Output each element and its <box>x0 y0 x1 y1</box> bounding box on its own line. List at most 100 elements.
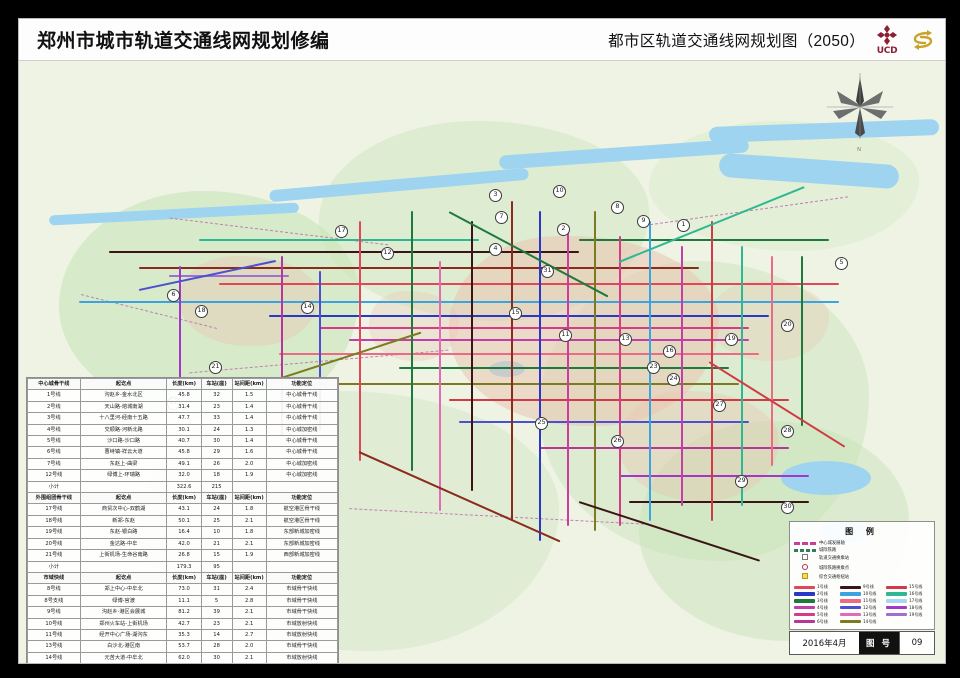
swirl-arrow2-icon <box>914 43 919 50</box>
table-row[interactable]: 12号线 绿博上-环瑞路 32.0 18 1.9 中心城加密线 <box>27 469 339 482</box>
table-row[interactable]: 3号线 十八里河-经南十五路 47.7 33 1.4 中心城骨干线 <box>27 412 339 425</box>
station-marker[interactable]: 12 <box>381 247 394 260</box>
station-marker[interactable]: 6 <box>167 289 180 302</box>
line-color-swatch <box>794 585 815 589</box>
table-cell: 215 <box>200 480 233 494</box>
table-row[interactable]: 10号线 郑州火车站-上街机场 42.7 23 2.1 市域放射快线 <box>27 617 339 630</box>
table-row[interactable]: 21号线 上街机场-生命谷南路 26.8 15 1.9 西部新城加密线 <box>27 549 339 562</box>
table-row[interactable]: 14号线 元苦大道-中牟北 62.0 30 2.1 市域放射快线 <box>27 651 339 663</box>
station-marker[interactable]: 10 <box>553 185 566 198</box>
table-cell: 交顺路-河新北路 <box>79 423 168 437</box>
table-row[interactable]: 6号线 曹峙镇-祥云大道 45.8 29 1.6 中心城骨干线 <box>27 446 339 459</box>
table-row[interactable]: 4号线 交顺路-河新北路 30.1 24 1.3 中心城加密线 <box>27 423 339 437</box>
station-marker[interactable]: 9 <box>637 215 650 228</box>
legend-line-label: 9号线 <box>863 584 874 590</box>
station-marker[interactable]: 17 <box>335 225 348 238</box>
table-row[interactable]: 8号线 郑上中心-中牟北 73.0 31 2.4 市域骨干快线 <box>27 583 339 596</box>
table-cell: 179.3 <box>166 560 202 573</box>
station-marker[interactable]: 11 <box>559 329 572 342</box>
table-row[interactable]: 20号线 金达路-中牟 42.0 21 2.1 东部新城加密线 <box>27 537 339 551</box>
table-cell: 航空港区骨干线 <box>265 514 339 528</box>
station-marker[interactable]: 16 <box>663 345 676 358</box>
table-cell: 31 <box>200 583 233 596</box>
swirl-arrow-icon <box>927 29 932 36</box>
table-header-cell: 站间距(km) <box>231 571 267 585</box>
table-row[interactable]: 13号线 白沙北-港区南 53.7 28 2.0 市域骨干快线 <box>27 640 339 653</box>
station-marker[interactable]: 27 <box>713 399 726 412</box>
table-cell: 95 <box>200 560 233 573</box>
table-cell: 元苦大道-中牟北 <box>79 651 168 663</box>
table-cell: 14 <box>200 628 233 642</box>
line-color-swatch <box>794 599 815 603</box>
table-cell: 中心城骨干线 <box>265 446 339 459</box>
station-marker[interactable]: 5 <box>835 257 848 270</box>
legend-line-column: 15号线 16号线 17号线 18号线 19号线 <box>886 583 930 625</box>
table-cell: 43.1 <box>166 503 202 516</box>
table-row[interactable]: 8号支线 绿博-官渡 11.1 5 2.8 市域骨干快线 <box>27 594 339 608</box>
table-row[interactable]: 19号线 东赵-银白路 16.4 10 1.8 东部新城加密线 <box>27 526 339 539</box>
station-marker[interactable]: 19 <box>725 333 738 346</box>
station-marker[interactable]: 21 <box>209 361 222 374</box>
table-row[interactable]: 1号线 沟赵乡-金水北区 45.8 32 1.5 中心城骨干线 <box>27 389 339 402</box>
table-row[interactable]: 2号线 天山路-熔城南湖 31.4 23 1.4 中心城骨干线 <box>27 400 339 414</box>
map-canvas[interactable]: 17 3 10 2 8 9 1 5 7 4 12 6 18 14 15 11 1… <box>19 61 945 663</box>
station-marker[interactable]: 26 <box>611 435 624 448</box>
station-marker[interactable]: 20 <box>781 319 794 332</box>
station-marker[interactable]: 24 <box>667 373 680 386</box>
line-data-table[interactable]: 中心城骨干线 起讫点 长度(km) 车站(座) 站间距(km) 功能定位 1号线 沟赵乡-金水… <box>26 377 339 663</box>
table-row[interactable]: 5号线 沙口路-沙口路 40.7 30 1.4 中心城骨干线 <box>27 435 339 448</box>
table-row[interactable]: 9号线 沟赵乡-港区会展城 81.2 39 2.1 市域骨干快线 <box>27 606 339 619</box>
table-cell <box>231 480 267 494</box>
table-cell: 30.1 <box>166 423 202 437</box>
station-marker[interactable]: 14 <box>301 301 314 314</box>
legend-line-row: 10号线 <box>840 591 884 597</box>
legend-line-label: 14号线 <box>863 618 877 624</box>
table-cell: 1.8 <box>231 503 267 516</box>
line-color-swatch <box>886 613 907 617</box>
map-sheet: 郑州市城市轨道交通线网规划修编 都市区轨道交通线网规划图（2050） UCD <box>18 18 946 664</box>
station-marker[interactable]: 31 <box>541 265 554 278</box>
table-cell: 西部新城加密线 <box>265 549 339 562</box>
station-marker[interactable]: 1 <box>677 219 690 232</box>
table-header-cell: 起讫点 <box>79 492 168 505</box>
table-header-cell: 车站(座) <box>200 492 233 505</box>
table-cell: 4号线 <box>27 423 81 437</box>
ucd-logo: UCD <box>872 24 902 56</box>
table-cell: 中心城加密线 <box>265 469 339 482</box>
station-marker[interactable]: 4 <box>489 243 502 256</box>
station-marker[interactable]: 15 <box>509 307 522 320</box>
station-marker[interactable]: 18 <box>195 305 208 318</box>
station-marker[interactable]: 30 <box>781 501 794 514</box>
table-cell: 市域放射快线 <box>265 628 339 642</box>
table-cell: 市域骨干快线 <box>265 606 339 619</box>
table-row[interactable]: 小计 179.3 95 <box>27 560 339 573</box>
table-cell: 62.0 <box>166 651 202 663</box>
dotted-line-swatch <box>794 541 816 545</box>
legend-symbol-label: 城际铁路 <box>819 548 837 554</box>
station-marker[interactable]: 23 <box>647 361 660 374</box>
table-header-cell: 长度(km) <box>166 377 202 391</box>
table-cell: 2.4 <box>231 583 267 596</box>
metro-line <box>801 256 804 426</box>
station-marker[interactable]: 13 <box>619 333 632 346</box>
metro-line <box>349 339 749 342</box>
table-row[interactable]: 7号线 东赵上-曲梁 49.1 26 2.0 中心城加密线 <box>27 457 339 471</box>
table-row[interactable]: 18号线 新郑-东赵 50.1 25 2.1 航空港区骨干线 <box>27 514 339 528</box>
legend-line-grid: 1号线 2号线 3号线 4号线 5号线 6号线 9号线 10号线 11号线 12号线 13号线 14… <box>794 583 930 625</box>
station-marker[interactable]: 25 <box>535 417 548 430</box>
table-header-cell: 车站(座) <box>200 377 233 391</box>
table-row[interactable]: 11号线 经开中心广场-湖沟东 35.3 14 2.7 市域放射快线 <box>27 628 339 642</box>
table-row[interactable]: 17号线 商贸次中心-双鹤湖 43.1 24 1.8 航空港区骨干线 <box>27 503 339 516</box>
station-marker[interactable]: 29 <box>735 475 748 488</box>
table-header-cell: 起讫点 <box>79 571 168 585</box>
station-marker[interactable]: 8 <box>611 201 624 214</box>
line-color-swatch <box>886 606 907 610</box>
metro-line <box>139 267 699 270</box>
station-marker[interactable]: 28 <box>781 425 794 438</box>
station-marker[interactable]: 2 <box>557 223 570 236</box>
station-marker[interactable]: 3 <box>489 189 502 202</box>
table-header-row: 市域快线 起讫点 长度(km) 车站(座) 站间距(km) 功能定位 <box>27 571 339 585</box>
station-marker[interactable]: 7 <box>495 211 508 224</box>
metro-line <box>681 246 684 506</box>
table-row[interactable]: 小计 322.6 215 <box>27 480 339 494</box>
